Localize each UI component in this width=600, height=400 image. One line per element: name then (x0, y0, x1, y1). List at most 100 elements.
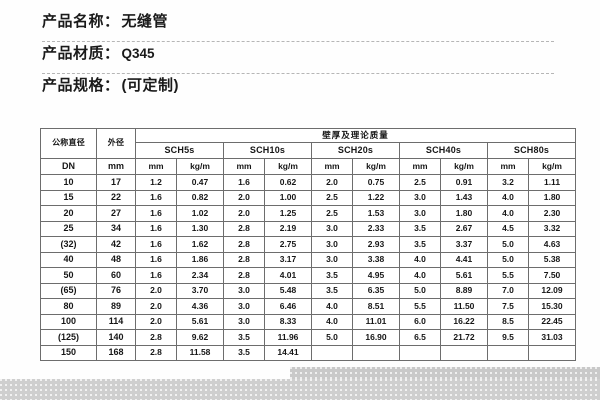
pipe-spec-table-wrap: 公称直径 外径 壁厚及理论质量 SCH5s SCH10s SCH20s SCH40s S… (40, 128, 577, 361)
cell-mass-per-meter: 1.62 (176, 236, 224, 253)
cell-outer-diameter: 114 (96, 313, 136, 330)
header-unit-kg-per-m: kg/m (264, 158, 312, 175)
cell-wall-thickness: 2.8 (135, 329, 177, 346)
spec-value: 无缝管 (121, 13, 169, 30)
header-unit-mm: mm (223, 158, 265, 175)
header-nominal-diameter: 公称直径 (40, 128, 97, 159)
spec-row: 产品材质： Q345 (42, 42, 554, 74)
header-thickness-and-mass: 壁厚及理论质量 (134, 128, 577, 143)
cell-wall-thickness: 7.0 (487, 282, 529, 299)
scan-artifact-overlay-lower (0, 379, 600, 400)
cell-wall-thickness: 1.6 (223, 174, 265, 191)
header-dn-unit: DN (40, 158, 97, 175)
cell-mass-per-meter: 4.01 (264, 267, 312, 284)
header-od-unit: mm (96, 158, 136, 175)
table-body: 10 17 1.2 0.47 1.6 0.62 2.0 0.75 2.5 0.91 3.2 1.11 1… (40, 174, 577, 361)
cell-outer-diameter: 22 (96, 189, 136, 206)
cell-mass-per-meter: 1.25 (264, 205, 312, 222)
header-schedule-sch20s: SCH20s (311, 142, 400, 159)
cell-wall-thickness: 1.6 (135, 236, 177, 253)
header-unit-kg-per-m: kg/m (440, 158, 488, 175)
cell-wall-thickness: 1.6 (135, 189, 177, 206)
cell-wall-thickness: 2.0 (135, 298, 177, 315)
cell-wall-thickness: 3.0 (311, 251, 353, 268)
header-schedule-sch10s: SCH10s (223, 142, 312, 159)
table-head-row-3: DN mm mm kg/m mm kg/m mm kg/m mm kg/m mm kg/m (40, 158, 577, 175)
table-row: 25 34 1.6 1.30 2.8 2.19 3.0 2.33 3.5 2.67 4.5 3.32 (40, 220, 577, 237)
cell-nominal-diameter: 40 (40, 251, 97, 268)
cell-wall-thickness: 2.8 (135, 344, 177, 361)
table-head-row-2: SCH5s SCH10s SCH20s SCH40s SCH80s (41, 142, 577, 159)
header-unit-kg-per-m: kg/m (352, 158, 400, 175)
cell-mass-per-meter: 21.72 (440, 329, 488, 346)
cell-wall-thickness: 4.0 (399, 251, 441, 268)
cell-mass-per-meter: 2.75 (264, 236, 312, 253)
cell-mass-per-meter: 7.50 (527, 267, 577, 284)
cell-outer-diameter: 42 (96, 236, 136, 253)
cell-wall-thickness: 4.5 (487, 220, 529, 237)
spec-label: 产品材质： (42, 45, 120, 62)
cell-mass-per-meter: 5.38 (527, 251, 577, 268)
cell-mass-per-meter: 1.11 (527, 174, 577, 191)
cell-nominal-diameter: 100 (40, 313, 97, 330)
cell-nominal-diameter: (32) (40, 236, 97, 253)
cell-wall-thickness: 3.0 (223, 313, 265, 330)
cell-mass-per-meter: 6.35 (352, 282, 400, 299)
cell-outer-diameter: 89 (96, 298, 136, 315)
cell-wall-thickness: 3.5 (399, 220, 441, 237)
cell-nominal-diameter: 10 (40, 174, 97, 191)
cell-mass-per-meter: 3.38 (352, 251, 400, 268)
table-row: 20 27 1.6 1.02 2.0 1.25 2.5 1.53 3.0 1.80 4.0 2.30 (40, 205, 577, 222)
cell-wall-thickness: 9.5 (487, 329, 529, 346)
cell-mass-per-meter: 2.33 (352, 220, 400, 237)
cell-mass-per-meter: 11.50 (440, 298, 488, 315)
cell-wall-thickness: 3.0 (311, 236, 353, 253)
cell-mass-per-meter: 0.75 (352, 174, 400, 191)
cell-nominal-diameter: 150 (40, 344, 97, 361)
cell-mass-per-meter: 1.80 (527, 189, 577, 206)
cell-mass-per-meter: 6.46 (264, 298, 312, 315)
table-head-row-1: 公称直径 外径 壁厚及理论质量 (40, 128, 577, 159)
cell-mass-per-meter: 11.96 (264, 329, 312, 346)
cell-wall-thickness: 2.0 (135, 282, 177, 299)
cell-wall-thickness: 3.0 (399, 205, 441, 222)
cell-wall-thickness (399, 344, 441, 361)
cell-mass-per-meter: 3.70 (176, 282, 224, 299)
table-head: 公称直径 外径 壁厚及理论质量 SCH5s SCH10s SCH20s SCH40s S… (40, 128, 577, 175)
cell-nominal-diameter: 25 (40, 220, 97, 237)
cell-mass-per-meter: 22.45 (527, 313, 577, 330)
cell-mass-per-meter: 2.34 (176, 267, 224, 284)
cell-mass-per-meter (352, 344, 400, 361)
cell-mass-per-meter: 8.33 (264, 313, 312, 330)
cell-wall-thickness: 3.5 (223, 344, 265, 361)
cell-nominal-diameter: (65) (40, 282, 97, 299)
cell-outer-diameter: 76 (96, 282, 136, 299)
table-row: 80 89 2.0 4.36 3.0 6.46 4.0 8.51 5.5 11.50 7.5 15.3… (40, 298, 577, 315)
cell-mass-per-meter: 16.90 (352, 329, 400, 346)
spec-row: 产品名称： 无缝管 (42, 10, 554, 42)
cell-wall-thickness: 4.0 (311, 313, 353, 330)
table-row: 40 48 1.6 1.86 2.8 3.17 3.0 3.38 4.0 4.41 5.0 5.38 (40, 251, 577, 268)
cell-mass-per-meter: 8.51 (352, 298, 400, 315)
header-unit-kg-per-m: kg/m (527, 158, 577, 175)
cell-wall-thickness: 5.0 (311, 329, 353, 346)
cell-mass-per-meter: 1.43 (440, 189, 488, 206)
cell-wall-thickness: 3.0 (223, 298, 265, 315)
cell-mass-per-meter: 11.58 (176, 344, 224, 361)
cell-wall-thickness: 2.0 (135, 313, 177, 330)
spec-row: 产品规格： (可定制) (42, 74, 554, 105)
cell-mass-per-meter: 0.82 (176, 189, 224, 206)
cell-outer-diameter: 168 (96, 344, 136, 361)
header-unit-mm: mm (487, 158, 529, 175)
spec-value: (可定制) (121, 77, 180, 94)
header-schedule-sch5s: SCH5s (135, 142, 224, 159)
cell-nominal-diameter: 15 (40, 189, 97, 206)
cell-mass-per-meter: 2.19 (264, 220, 312, 237)
cell-wall-thickness: 3.0 (311, 220, 353, 237)
cell-wall-thickness: 3.0 (399, 189, 441, 206)
cell-wall-thickness: 3.5 (399, 236, 441, 253)
cell-mass-per-meter: 3.17 (264, 251, 312, 268)
cell-wall-thickness: 1.2 (135, 174, 177, 191)
cell-wall-thickness: 4.0 (487, 189, 529, 206)
